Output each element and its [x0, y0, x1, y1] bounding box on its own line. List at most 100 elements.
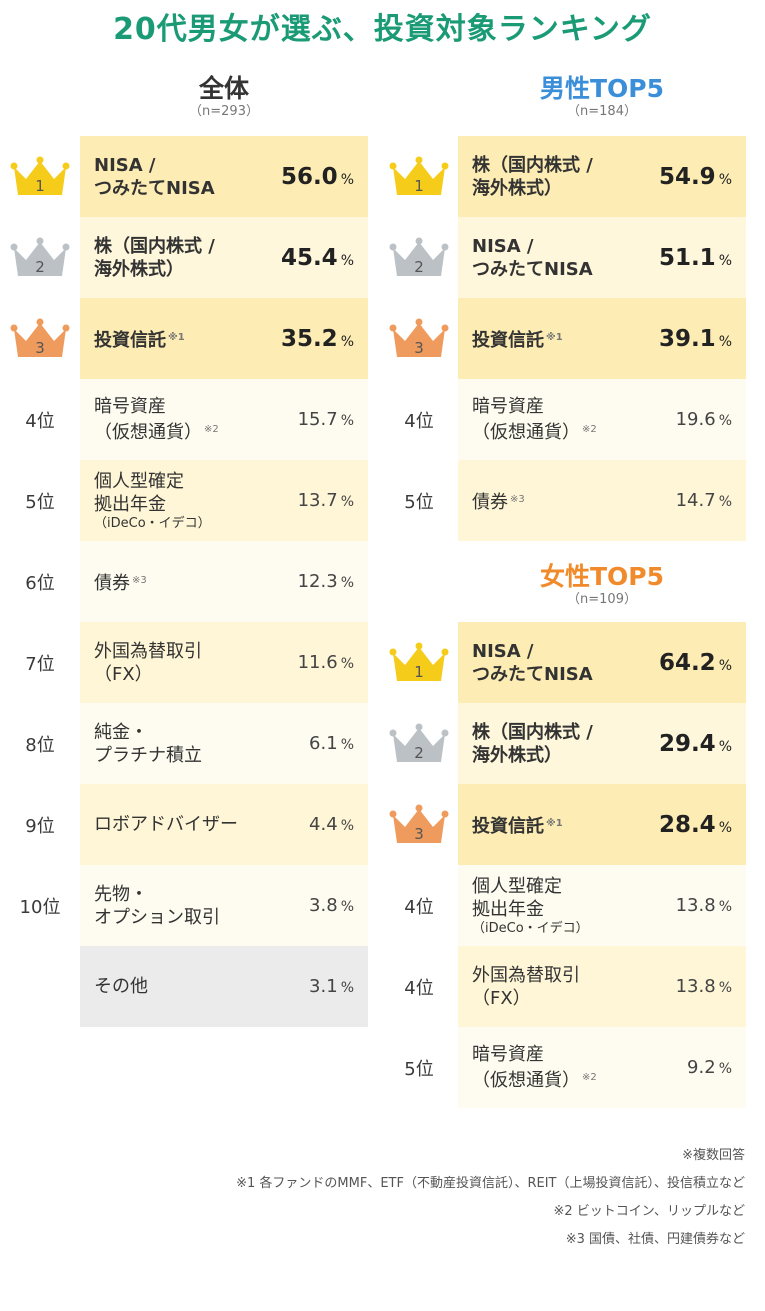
rank-label: 2: [0, 217, 80, 298]
footnote-ref: ※3: [510, 493, 525, 505]
ranking-cell: NISA / つみたてNISA 51.1%: [458, 217, 746, 298]
ranking-row: 7位 外国為替取引 （FX） 11.6%: [0, 622, 368, 703]
value-unit: %: [340, 494, 354, 510]
crown-icon: 1: [389, 156, 449, 195]
male-title: 男性TOP5: [539, 74, 665, 103]
page-title: 20代男女が選ぶ、投資対象ランキング: [113, 12, 652, 47]
value-unit: %: [718, 413, 732, 429]
ranking-cell: その他 3.1%: [80, 946, 368, 1027]
rank-label: [0, 946, 80, 1027]
investment-name: 暗号資産 （仮想通貨） ※2: [472, 1043, 597, 1092]
percentage-value: 64.2%: [659, 650, 732, 676]
ranking-cell: 株（国内株式 / 海外株式） 45.4%: [80, 217, 368, 298]
footnote-ref: ※2: [204, 424, 219, 435]
footnote-ref: ※1: [546, 817, 563, 829]
footnote: ※2 ビットコイン、リップルなど: [553, 1204, 745, 1219]
value-number: 6.1: [309, 733, 338, 754]
footnote-ref: ※1: [168, 331, 185, 343]
value-number: 19.6: [675, 409, 716, 430]
crown-rank-number: 1: [414, 663, 424, 681]
rank-label: 2: [380, 217, 458, 298]
investment-name: 純金・ プラチナ積立: [94, 721, 202, 767]
rank-label: 5位: [404, 1058, 434, 1080]
investment-name: 外国為替取引 （FX）: [472, 964, 580, 1010]
ranking-row: 4位 個人型確定 拠出年金 （iDeCo・イデコ） 13.8%: [380, 865, 746, 946]
value-unit: %: [340, 575, 354, 591]
investment-name: NISA / つみたてNISA: [472, 640, 593, 686]
crown-rank-number: 1: [414, 177, 424, 195]
investment-label: 個人型確定 拠出年金: [94, 470, 184, 515]
investment-label: 暗号資産 （仮想通貨）: [472, 1044, 580, 1091]
percentage-value: 54.9%: [659, 164, 732, 190]
ranking-cell: 投資信託 ※1 28.4%: [458, 784, 746, 865]
ranking-row: 1 NISA / つみたてNISA 56.0%: [0, 136, 368, 217]
investment-label: 外国為替取引 （FX）: [472, 964, 580, 1009]
investment-name: NISA / つみたてNISA: [472, 235, 593, 281]
ranking-row: 5位 暗号資産 （仮想通貨） ※2 9.2%: [380, 1027, 746, 1108]
ranking-row: 3 投資信託 ※1 28.4%: [380, 784, 746, 865]
value-number: 14.7: [675, 490, 716, 511]
value-unit: %: [340, 818, 354, 834]
value-number: 39.1: [658, 325, 716, 352]
investment-label: 債券: [94, 572, 130, 594]
footnotes: ※複数回答 ※1 各ファンドのMMF、ETF（不動産投資信託）、REIT（上場投…: [236, 1142, 745, 1254]
investment-name: 個人型確定 拠出年金 （iDeCo・イデコ）: [94, 470, 211, 532]
rank-label: 1: [380, 136, 458, 217]
rank-label: 4位: [404, 977, 434, 999]
crown-icon: 3: [10, 318, 70, 357]
rank-label: 1: [0, 136, 80, 217]
investment-label: 個人型確定 拠出年金: [472, 875, 562, 920]
investment-name: 投資信託 ※1: [472, 812, 563, 838]
overall-title: 全体: [198, 74, 249, 103]
value-unit: %: [718, 980, 732, 996]
crown-icon: 1: [10, 156, 70, 195]
crown-rank-number: 1: [35, 177, 45, 195]
investment-name: 株（国内株式 / 海外株式）: [472, 721, 593, 767]
rank-label: 4位: [25, 410, 55, 432]
investment-label: 投資信託: [472, 329, 544, 351]
investment-label: 外国為替取引 （FX）: [94, 640, 202, 685]
female-title: 女性TOP5: [539, 562, 665, 591]
footnote: ※1 各ファンドのMMF、ETF（不動産投資信託）、REIT（上場投資信託）、投…: [236, 1176, 745, 1191]
ranking-row: 2 株（国内株式 / 海外株式） 29.4%: [380, 703, 746, 784]
rank-label: 2: [380, 703, 458, 784]
percentage-value: 51.1%: [659, 245, 732, 271]
overall-ranking-table: 1 NISA / つみたてNISA 56.0% 2 株（国内株式 / 海外株式） 45.4…: [0, 136, 368, 1027]
crown-rank-number: 3: [35, 339, 45, 357]
footnote: ※3 国債、社債、円建債券など: [565, 1232, 745, 1247]
investment-name: 債券 ※3: [472, 488, 525, 514]
percentage-value: 12.3%: [298, 571, 354, 592]
crown-icon: 1: [389, 642, 449, 681]
value-number: 45.4: [280, 244, 338, 271]
footnote-ref: ※2: [582, 424, 597, 435]
investment-name: 株（国内株式 / 海外株式）: [94, 235, 215, 281]
value-unit: %: [718, 333, 732, 350]
investment-label: 株（国内株式 / 海外株式）: [94, 235, 215, 280]
footnote-ref: ※1: [546, 331, 563, 343]
investment-label: 暗号資産 （仮想通貨）: [472, 396, 580, 443]
ranking-row: 3 投資信託 ※1 35.2%: [0, 298, 368, 379]
investment-label: NISA / つみたてNISA: [472, 640, 593, 685]
investment-name: 債券 ※3: [94, 569, 147, 595]
crown-rank-number: 3: [414, 339, 424, 357]
rank-label: 7位: [25, 653, 55, 675]
ranking-row: 4位 外国為替取引 （FX） 13.8%: [380, 946, 746, 1027]
percentage-value: 6.1%: [309, 733, 354, 754]
female-sample-size: （n=109）: [567, 592, 637, 607]
ranking-cell: 外国為替取引 （FX） 11.6%: [80, 622, 368, 703]
ranking-cell: 個人型確定 拠出年金 （iDeCo・イデコ） 13.8%: [458, 865, 746, 946]
investment-label: 純金・ プラチナ積立: [94, 721, 202, 766]
percentage-value: 19.6%: [676, 409, 732, 430]
percentage-value: 39.1%: [659, 326, 732, 352]
rank-label: 5位: [25, 491, 55, 513]
rank-label: 9位: [25, 815, 55, 837]
percentage-value: 3.1%: [309, 976, 354, 997]
crown-icon: 3: [389, 804, 449, 843]
investment-name: ロボアドバイザー: [94, 813, 238, 836]
value-unit: %: [340, 333, 354, 350]
ranking-row: 8位 純金・ プラチナ積立 6.1%: [0, 703, 368, 784]
overall-sample-size: （n=293）: [189, 104, 259, 119]
rank-label: 8位: [25, 734, 55, 756]
value-number: 13.8: [675, 895, 716, 916]
crown-icon: 2: [389, 723, 449, 762]
